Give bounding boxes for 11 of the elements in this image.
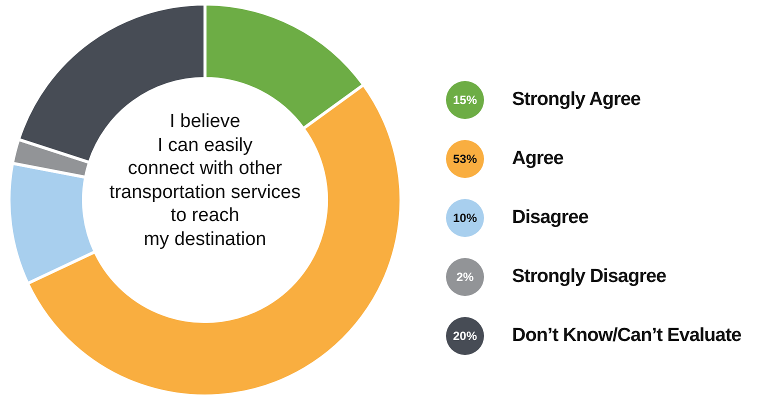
- legend-label: Strongly Agree: [512, 88, 640, 110]
- data-label: 10%: [446, 198, 484, 236]
- legend-label: Agree: [512, 148, 564, 170]
- legend-label: Strongly Disagree: [512, 266, 666, 288]
- legend-label: Disagree: [512, 206, 588, 228]
- legend-label: Don’t Know/Can’t Evaluate: [512, 324, 742, 346]
- text: I believe I can easily connect with other transportation services to reach my destination: [108, 110, 302, 251]
- data-label: 2%: [446, 258, 484, 296]
- data-label: 15%: [446, 80, 484, 118]
- data-label: 53%: [446, 140, 484, 178]
- data-label: 20%: [446, 316, 484, 354]
